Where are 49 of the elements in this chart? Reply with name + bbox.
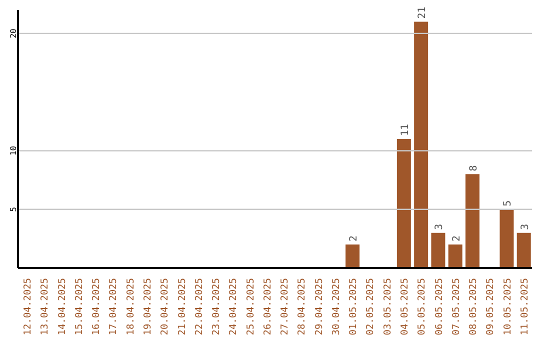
bar xyxy=(431,232,446,268)
x-tick-label: 13.04.2025 xyxy=(40,278,51,336)
x-tick-label: 15.04.2025 xyxy=(74,278,85,336)
data-label: 21 xyxy=(417,6,428,19)
x-tick-label: 19.04.2025 xyxy=(142,278,154,336)
x-tick-label: 28.04.2025 xyxy=(296,278,308,336)
x-tick-label: 10.05.2025 xyxy=(502,278,514,336)
x-tick-label: 16.04.2025 xyxy=(91,278,102,336)
data-label: 3 xyxy=(520,224,531,230)
x-tick-label: 22.04.2025 xyxy=(194,278,205,336)
data-label: 5 xyxy=(502,200,514,206)
bar xyxy=(414,22,428,268)
x-tick-label: 29.04.2025 xyxy=(314,278,325,336)
bar xyxy=(448,244,462,268)
data-label: 8 xyxy=(468,165,480,172)
y-tick-label: 5 xyxy=(9,206,18,212)
x-tick-label: 26.04.2025 xyxy=(262,278,274,336)
data-label: 2 xyxy=(348,236,360,242)
x-tick-label: 04.05.2025 xyxy=(400,278,410,336)
x-tick-label: 17.04.2025 xyxy=(108,278,120,336)
x-tick-label: 21.04.2025 xyxy=(176,278,188,336)
x-tick-label: 24.04.2025 xyxy=(228,278,240,336)
data-label: 3 xyxy=(434,224,446,230)
x-tick-label: 11.05.2025 xyxy=(519,278,530,336)
x-tick-label: 20.04.2025 xyxy=(160,278,171,336)
bar xyxy=(346,244,360,268)
x-tick-label: 12.04.2025 xyxy=(22,278,34,336)
x-tick-label: 23.04.2025 xyxy=(211,278,222,336)
x-tick-label: 30.04.2025 xyxy=(330,278,342,336)
y-tick-label: 20 xyxy=(9,28,18,38)
x-tick-label: 06.05.2025 xyxy=(434,278,445,336)
bar xyxy=(500,209,514,268)
y-tick-label: 10 xyxy=(9,146,18,156)
x-tick-label: 25.04.2025 xyxy=(245,278,256,336)
x-tick-label: 01.05.2025 xyxy=(348,278,360,336)
x-tick-label: 18.04.2025 xyxy=(125,278,136,336)
bar xyxy=(396,139,411,268)
x-tick-label: 09.05.2025 xyxy=(485,278,496,336)
bar xyxy=(465,174,480,268)
x-tick-label: 03.05.2025 xyxy=(382,278,394,336)
data-label: 11 xyxy=(400,124,411,136)
x-tick-label: 14.04.2025 xyxy=(56,278,68,336)
x-tick-label: 27.04.2025 xyxy=(280,278,291,336)
x-tick-label: 08.05.2025 xyxy=(468,278,480,336)
bar xyxy=(516,232,531,268)
x-tick-label: 02.05.2025 xyxy=(365,278,376,336)
x-tick-label: 07.05.2025 xyxy=(450,278,462,336)
x-tick-label: 05.05.2025 xyxy=(416,278,428,336)
data-label: 2 xyxy=(451,236,462,242)
